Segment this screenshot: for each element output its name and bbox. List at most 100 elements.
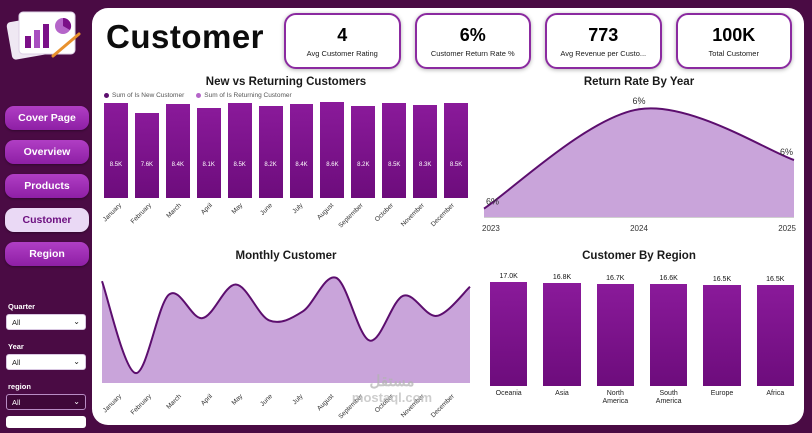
bar-plot: 17.0K 16.8K 16.7K 16.6K 16.5K 16.5K bbox=[490, 268, 794, 386]
x-axis-label: January bbox=[101, 393, 123, 415]
kpi-label: Total Customer bbox=[708, 48, 759, 58]
x-axis: Oceania Asia North America South America Eur… bbox=[490, 390, 794, 407]
kpi-avg-revenue-per-customer[interactable]: 773 Avg Revenue per Custo... bbox=[545, 13, 662, 69]
bar-value-label: 8.4K bbox=[295, 162, 308, 168]
return-rate-area[interactable] bbox=[484, 108, 794, 217]
bar-value-label: 16.5K bbox=[766, 276, 785, 283]
area-chart[interactable] bbox=[100, 264, 472, 384]
bar-november[interactable]: 8.3K bbox=[413, 105, 438, 198]
bar-february[interactable]: 7.6K bbox=[134, 113, 159, 198]
partial-filter-box bbox=[6, 416, 86, 428]
bar-april[interactable]: 8.1K bbox=[196, 108, 221, 198]
x-axis: January February March April May June July Augu… bbox=[101, 200, 468, 234]
region-filter-value: All bbox=[12, 397, 21, 407]
bar-column: 8.5K bbox=[227, 102, 252, 198]
bar-column: 16.7K bbox=[596, 268, 634, 386]
year-filter-dropdown[interactable]: All ⌄ bbox=[6, 354, 86, 370]
bar-value-label: 16.8K bbox=[552, 274, 572, 281]
monthly-customer-area[interactable] bbox=[102, 277, 470, 383]
bar-column: 8.5K bbox=[104, 102, 128, 198]
x-axis-label: 2023 bbox=[482, 224, 500, 233]
bar-south-america[interactable] bbox=[649, 284, 688, 386]
bar-september[interactable]: 8.2K bbox=[351, 106, 376, 198]
bar-value-label: 8.2K bbox=[264, 162, 277, 168]
kpi-total-customer[interactable]: 100K Total Customer bbox=[675, 13, 792, 69]
sidebar-item-products[interactable]: Products bbox=[5, 174, 89, 198]
bar-june[interactable]: 8.2K bbox=[258, 106, 283, 198]
sidebar-item-overview[interactable]: Overview bbox=[5, 140, 89, 164]
region-filter-dropdown[interactable]: All ⌄ bbox=[6, 394, 86, 410]
bar-value-label: 8.5K bbox=[109, 162, 123, 168]
x-axis-label: July bbox=[291, 393, 305, 407]
area-chart[interactable]: 6% 6% 6% bbox=[482, 90, 796, 218]
report-canvas: Customer 4 Avg Customer Rating 6% Custom… bbox=[92, 8, 804, 425]
bar-value-label: 16.5K bbox=[712, 276, 732, 283]
bar-column: 8.4K bbox=[165, 102, 190, 198]
bar-march[interactable]: 8.4K bbox=[165, 104, 190, 198]
sidebar-item-customer[interactable]: Customer bbox=[5, 208, 89, 232]
bar-north-america[interactable] bbox=[596, 284, 634, 386]
bar-value-label: 8.5K bbox=[388, 162, 401, 168]
bar-july[interactable]: 8.4K bbox=[289, 104, 314, 198]
bar-may[interactable]: 8.5K bbox=[227, 103, 252, 198]
kpi-customer-return-rate[interactable]: 6% Customer Return Rate % bbox=[414, 13, 531, 69]
bar-column: 8.3K bbox=[413, 102, 438, 198]
bar-august[interactable]: 8.6K bbox=[320, 102, 345, 198]
legend-item-returning[interactable]: Sum of Is Returning Customer bbox=[196, 92, 292, 99]
x-axis-label: May bbox=[230, 202, 244, 216]
region-filter-label: region bbox=[8, 382, 31, 391]
bar-value-label: 8.6K bbox=[326, 162, 339, 168]
legend-dot-icon bbox=[104, 93, 109, 98]
legend-label: Sum of Is New Customer bbox=[112, 92, 185, 99]
quarter-filter-value: All bbox=[12, 317, 21, 327]
chart-customer-by-region: Customer By Region 17.0K 16.8K 16.7K 16.6K 1… bbox=[478, 248, 800, 424]
x-axis-label: April bbox=[199, 202, 214, 217]
x-axis-label: July bbox=[291, 202, 305, 216]
bar-value-label: 17.0K bbox=[499, 273, 518, 280]
bar-column: 7.6K bbox=[134, 102, 159, 198]
quarter-filter-label: Quarter bbox=[8, 302, 36, 311]
x-axis-label: June bbox=[259, 393, 275, 408]
chart-title: Monthly Customer bbox=[235, 250, 337, 262]
kpi-avg-customer-rating[interactable]: 4 Avg Customer Rating bbox=[284, 13, 401, 69]
bar-column: 8.6K bbox=[320, 102, 345, 198]
bar-column: 8.2K bbox=[351, 102, 376, 198]
x-axis-label: North America bbox=[602, 390, 629, 406]
bar-africa[interactable] bbox=[756, 285, 794, 386]
chart-title: Return Rate By Year bbox=[583, 76, 695, 88]
kpi-value: 4 bbox=[337, 24, 348, 45]
bar-january[interactable]: 8.5K bbox=[104, 103, 128, 198]
page-title: Customer bbox=[106, 18, 265, 55]
bar-column: 16.5K bbox=[756, 268, 794, 386]
legend-item-new[interactable]: Sum of Is New Customer bbox=[104, 92, 184, 99]
chevron-down-icon: ⌄ bbox=[73, 357, 80, 366]
x-axis-label: August bbox=[315, 393, 335, 413]
bar-october[interactable]: 8.5K bbox=[382, 103, 407, 198]
x-axis-label: 2025 bbox=[778, 224, 796, 233]
sidebar-item-region[interactable]: Region bbox=[5, 242, 89, 266]
chart-title: Customer By Region bbox=[582, 250, 696, 262]
x-axis-label: Oceania bbox=[495, 390, 522, 397]
bar-december[interactable]: 8.5K bbox=[444, 103, 469, 198]
chart-return-rate-by-year: Return Rate By Year 6% 6% 6% 2023 2024 202… bbox=[478, 74, 800, 244]
sidebar-item-cover-page[interactable]: Cover Page bbox=[5, 106, 89, 130]
legend-label: Sum of Is Returning Customer bbox=[204, 92, 292, 99]
year-filter-label: Year bbox=[8, 342, 24, 351]
chart-new-vs-returning: New vs Returning Customers Sum of Is New… bbox=[96, 74, 476, 244]
point-label: 6% bbox=[632, 96, 645, 106]
x-axis-label: Europe bbox=[710, 390, 734, 397]
bar-europe[interactable] bbox=[703, 285, 741, 386]
bar-asia[interactable] bbox=[543, 283, 581, 386]
quarter-filter-dropdown[interactable]: All ⌄ bbox=[6, 314, 86, 330]
bar-value-label: 8.5K bbox=[233, 162, 246, 168]
x-axis-label: August bbox=[315, 202, 335, 222]
chevron-down-icon: ⌄ bbox=[73, 317, 80, 326]
chart-legend: Sum of Is New Customer Sum of Is Returni… bbox=[104, 92, 476, 99]
point-label: 6% bbox=[486, 197, 499, 207]
x-axis-label: June bbox=[259, 202, 275, 217]
bar-value-label: 8.1K bbox=[202, 162, 215, 168]
bar-oceania[interactable] bbox=[490, 282, 528, 386]
bar-column: 8.1K bbox=[196, 102, 221, 198]
bar-value-label: 8.2K bbox=[357, 162, 370, 168]
